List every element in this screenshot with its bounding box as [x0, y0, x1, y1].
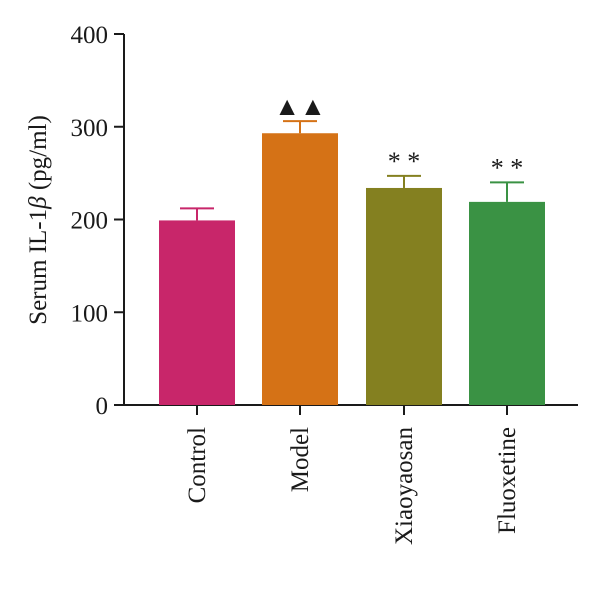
annotation-model: ▲▲: [274, 92, 325, 121]
category-label-fluoxetine: Fluoxetine: [494, 427, 521, 534]
bar-control: [159, 220, 235, 405]
y-tick-label-400: 400: [71, 22, 109, 49]
category-label-control: Control: [184, 427, 211, 503]
category-label-model: Model: [287, 427, 314, 492]
category-label-xiaoyaosan: Xiaoyaosan: [391, 427, 418, 546]
bar-fluoxetine: [469, 201, 545, 405]
bar-xiaoyaosan: [366, 187, 442, 405]
annotation-fluoxetine: * *: [491, 153, 524, 182]
y-tick-label-100: 100: [71, 300, 109, 327]
error-bars: [180, 120, 524, 221]
bar-model: [262, 133, 338, 405]
bars: [159, 133, 545, 405]
y-axis-label: Serum IL-1β (pg/ml): [25, 115, 52, 325]
significance-annotations: ▲▲ * * * *: [274, 92, 523, 182]
category-labels: Control Model Xiaoyaosan Fluoxetine: [184, 427, 521, 546]
y-tick-label-0: 0: [96, 393, 109, 420]
y-tick-label-300: 300: [71, 115, 109, 142]
annotation-xiaoyaosan: * *: [388, 147, 421, 176]
y-tick-label-200: 200: [71, 208, 109, 235]
